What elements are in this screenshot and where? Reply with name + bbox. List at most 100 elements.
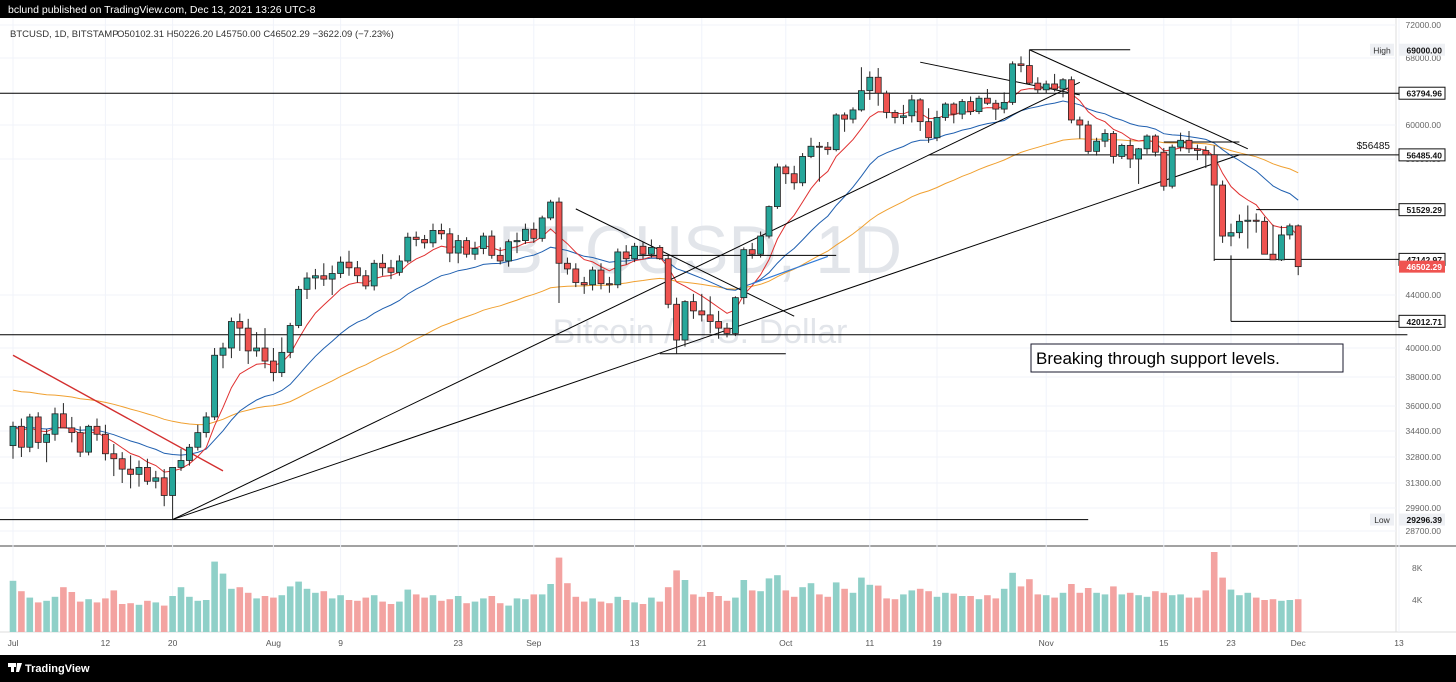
candle-up [1244, 219, 1252, 222]
volume-bar [1009, 572, 1016, 632]
price-label: 29296.39 [1407, 515, 1443, 525]
annotation-box[interactable] [1030, 343, 1344, 373]
volume-bar [110, 590, 118, 632]
candle-up [337, 261, 345, 274]
volume-bar [774, 575, 781, 632]
volume-bar [379, 601, 386, 632]
volume-bar [286, 586, 294, 632]
annotation-text: Breaking through support levels. [1036, 349, 1280, 368]
candle-up [479, 235, 487, 249]
volume-bar [1252, 597, 1260, 632]
candle-down [664, 258, 672, 305]
price-label-box [1398, 148, 1446, 162]
volume-bar [446, 599, 454, 632]
candle-down [622, 251, 630, 260]
candle-down [824, 146, 832, 151]
candle-down [261, 347, 269, 362]
volume-bar [673, 570, 680, 632]
candle-down [1219, 184, 1226, 237]
time-axis[interactable]: Jul1220Aug923Sep1321Oct1119Nov1523Dec132… [8, 638, 1456, 648]
volume-bar [841, 588, 848, 632]
candle-down [143, 466, 151, 482]
candle-down [496, 254, 504, 262]
candle-down [1034, 82, 1042, 91]
candle-up [900, 115, 907, 118]
candle-up [286, 325, 294, 353]
y-tick-label: 29900.00 [1406, 503, 1442, 513]
x-tick-label: 12 [101, 638, 111, 648]
candle-up [253, 347, 261, 352]
candle-down [723, 327, 731, 334]
volume-bar [690, 594, 697, 632]
x-tick-label: 21 [697, 638, 707, 648]
volume-bar [908, 590, 916, 632]
candle-down [1110, 133, 1117, 157]
volume-bar [782, 590, 790, 632]
candle-up [454, 240, 462, 254]
volume-bar [648, 597, 655, 632]
volume-bar [555, 557, 563, 632]
candle-down [1269, 253, 1277, 261]
candle-down [841, 114, 848, 120]
candle-up [43, 433, 50, 443]
price-labels: 69000.00 High 63794.96 56485.40 51529.29 4714… [1357, 43, 1446, 526]
x-tick-label: Nov [1039, 638, 1055, 648]
y-tick-label: 72000.00 [1406, 20, 1442, 30]
volume-bar [891, 599, 899, 632]
volume-bar [454, 596, 462, 632]
volume-bar [51, 596, 59, 632]
x-tick-label: 13 [1394, 638, 1404, 648]
volume-bar [404, 589, 412, 632]
candle-up [1135, 148, 1142, 160]
y-tick-label: 31300.00 [1406, 478, 1442, 488]
candle-up [1168, 146, 1176, 187]
volume-bar [1219, 577, 1226, 632]
candle-up [1177, 139, 1184, 148]
candle-up [1009, 63, 1016, 103]
y-tick-label: 36000.00 [1406, 401, 1442, 411]
volume-bar [606, 603, 613, 632]
candle-up [303, 277, 311, 290]
candle-up [1236, 220, 1243, 234]
volume-bar [1000, 588, 1008, 632]
volume-bar [513, 598, 521, 632]
candle-up [202, 416, 210, 434]
volume-bar [480, 598, 487, 632]
x-tick-label: Dec [1291, 638, 1307, 648]
y-tick-label: 60000.00 [1406, 120, 1442, 130]
candle-up [614, 251, 622, 286]
candle-down [1026, 65, 1033, 84]
volume-bar [597, 601, 605, 632]
volume-bar [958, 596, 966, 632]
volume-bar [219, 573, 227, 632]
volume-bar [706, 592, 714, 632]
volume-bar [530, 594, 538, 632]
volume-bar [144, 600, 151, 632]
candle-up [429, 229, 437, 244]
candle-up [1059, 79, 1067, 90]
candle-up [1286, 225, 1294, 236]
volume-bar [656, 601, 664, 632]
candle-up [631, 245, 638, 260]
candle-down [715, 321, 722, 329]
candle-down [1202, 150, 1210, 156]
candle-down [437, 229, 445, 235]
level-label: $56485 [1357, 141, 1391, 152]
volume-tick-label: 4K [1412, 595, 1423, 605]
volume-bar [261, 596, 269, 632]
y-tick-label: 38000.00 [1406, 372, 1442, 382]
candle-down [412, 236, 420, 240]
symbol-line: BTCUSD, 1D, BITSTAMP [10, 29, 119, 40]
volume-bar [102, 598, 109, 632]
volume-bar [253, 598, 260, 632]
candle-down [93, 425, 101, 435]
blue-arrow-line [751, 255, 829, 285]
price-label: 47142.97 [1407, 255, 1443, 265]
y-tick-label: 32800.00 [1406, 452, 1442, 462]
volume-bar [1076, 592, 1084, 632]
volume-bar [950, 593, 958, 632]
candle-down [816, 145, 823, 148]
y-tick-label: 28700.00 [1406, 526, 1442, 536]
candle-down [17, 425, 25, 448]
candle-up [1118, 144, 1126, 157]
